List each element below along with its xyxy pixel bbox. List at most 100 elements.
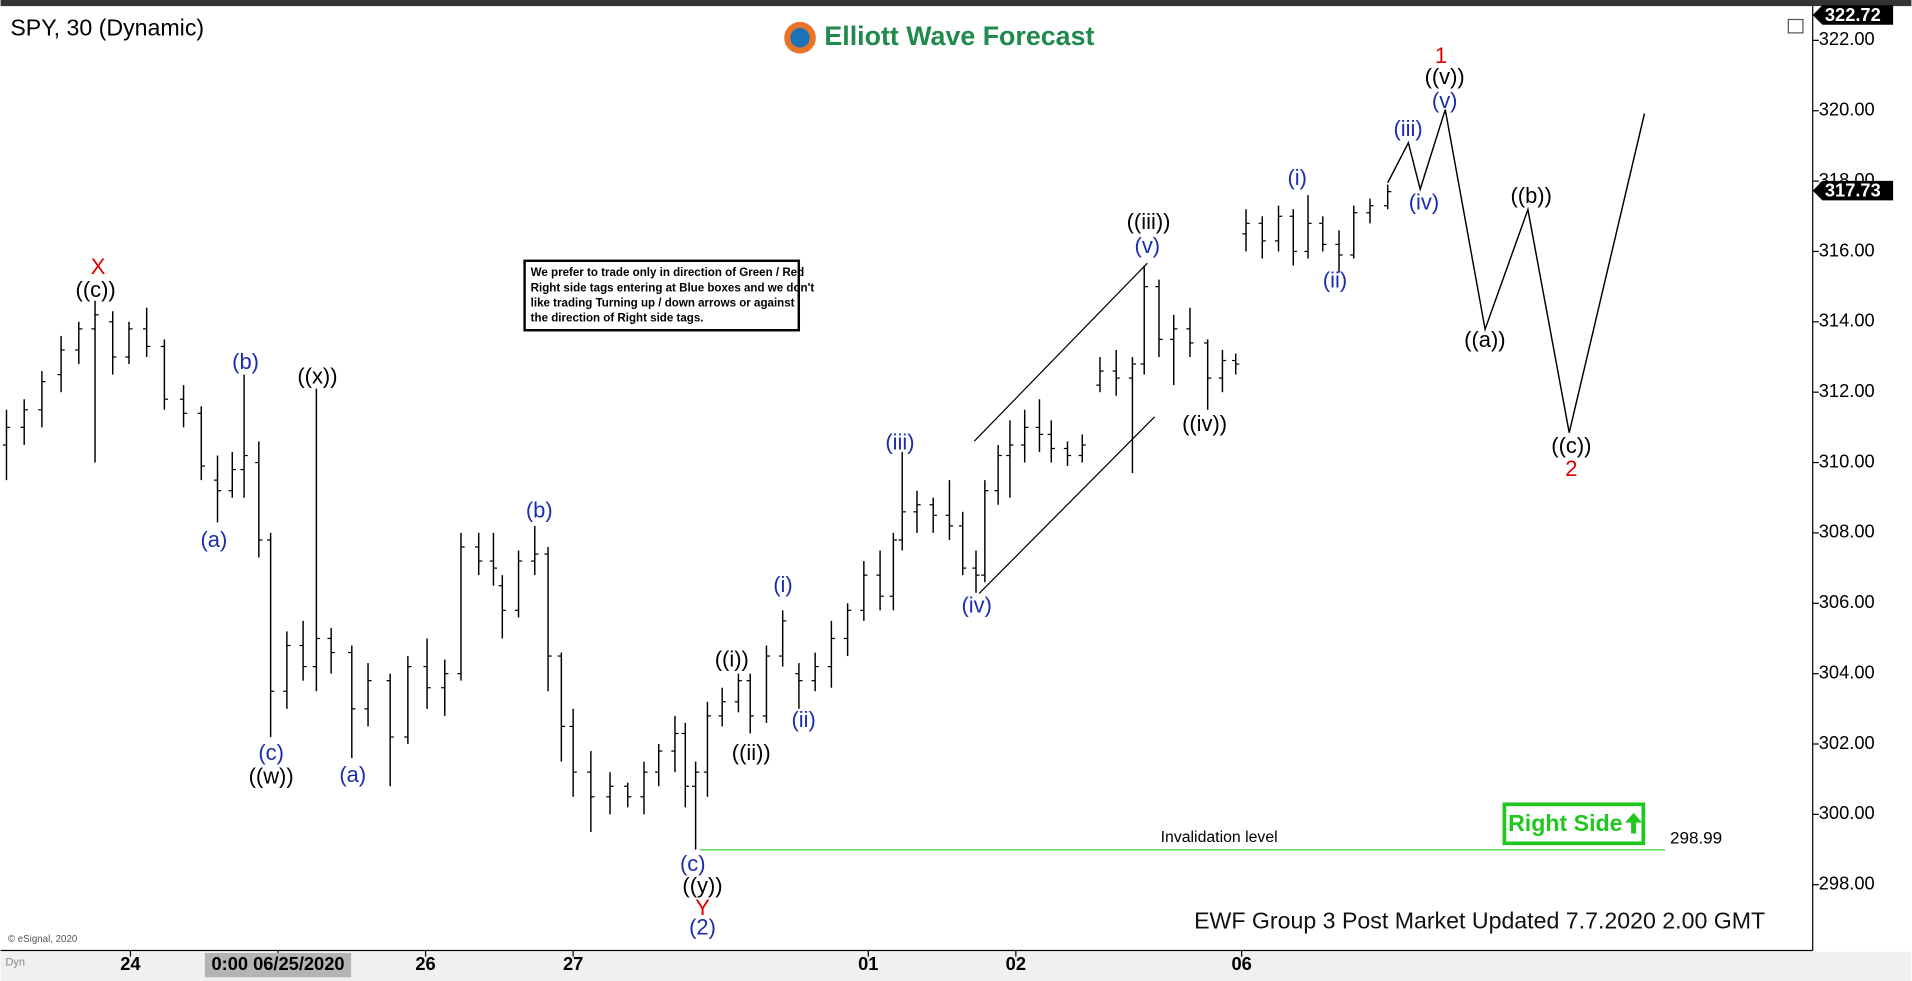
invalidation-label: Invalidation level (1161, 829, 1278, 846)
ohlc-bar (1242, 209, 1250, 252)
ohlc-bar (91, 300, 99, 463)
ohlc-bar (179, 385, 188, 428)
ohlc-bar (1304, 195, 1312, 259)
y-tick-label: 306.00 (1819, 591, 1875, 612)
wave-label: (iii) (885, 429, 914, 454)
wave-label: (a) (200, 527, 227, 552)
wave-label: (c) (258, 740, 284, 765)
ohlc-bar (655, 744, 663, 787)
wave-label: ((w)) (249, 763, 294, 788)
ohlc-bar (827, 620, 836, 688)
ohlc-bar (843, 603, 852, 657)
wave-label: (iii) (1394, 116, 1423, 141)
ohlc-bar (734, 673, 743, 713)
x-tick-label: 06 (1231, 953, 1251, 974)
ohlc-bar (404, 656, 412, 745)
top-border (0, 0, 1912, 7)
wave-label: (iv) (1409, 189, 1439, 214)
ohlc-bar (1258, 216, 1266, 259)
ohlc-bar (1232, 353, 1240, 375)
ohlc-bar (197, 406, 205, 481)
ohlc-bar (1170, 314, 1178, 386)
ohlc-bar (348, 645, 356, 759)
ohlc-bar (1112, 349, 1120, 396)
y-tick-label: 310.00 (1819, 450, 1875, 471)
wave-label: ((a)) (1464, 327, 1505, 352)
y-tick-label: 304.00 (1819, 661, 1875, 682)
ohlc-bar (386, 673, 394, 787)
ohlc-bar (299, 620, 307, 681)
ohlc-bar (889, 532, 898, 611)
ohlc-bar (143, 307, 151, 358)
ohlc-bar (266, 532, 275, 737)
ohlc-bar (1186, 307, 1194, 358)
wave-label: (v) (1432, 88, 1458, 113)
wave-label: X (91, 254, 106, 279)
wave-label: ((c)) (1551, 433, 1591, 458)
ohlc-bar (327, 627, 335, 674)
ohlc-bar (606, 772, 614, 815)
ohlc-bar (1021, 409, 1029, 463)
ohlc-bar (1335, 230, 1343, 273)
ohlc-bar (746, 673, 754, 734)
wave-label: ((x)) (297, 364, 337, 389)
ohlc-bar (364, 663, 372, 727)
x-tick-label: 01 (858, 953, 878, 974)
ohlc-bar (441, 659, 449, 716)
wave-label: ((b)) (1510, 183, 1551, 208)
wave-label: (ii) (1323, 267, 1347, 292)
ohlc-bar (423, 638, 431, 709)
wave-label: (2) (689, 914, 716, 939)
ohlc-bar (1096, 357, 1104, 393)
wave-label: 1 (1435, 43, 1447, 68)
y-tick-label: 312.00 (1819, 380, 1875, 401)
x-tick-label: 27 (563, 953, 583, 974)
ohlc-bar (228, 451, 236, 498)
x-tick-label: 0:00 06/25/2020 (211, 953, 344, 974)
right-side-arrow (1625, 812, 1643, 834)
wave-label: ((ii)) (732, 740, 771, 765)
logo-mark-inner (790, 28, 810, 48)
channel-line (978, 416, 1156, 594)
ohlc-bar (1350, 205, 1358, 259)
ohlc-bar (994, 444, 1002, 505)
corner-label: Dyn (5, 957, 24, 969)
wave-label: (c) (680, 851, 706, 876)
note-line: We prefer to trade only in direction of … (531, 267, 804, 279)
ohlc-bar (457, 532, 465, 681)
wave-label: 2 (1565, 456, 1577, 481)
brand: Elliott Wave Forecast (824, 21, 1094, 51)
wave-label: Y (695, 895, 710, 920)
ohlc-bar (811, 652, 819, 692)
ohlc-bar (1366, 198, 1374, 224)
right-side-label: Right Side (1508, 810, 1623, 836)
y-tick-label: 298.00 (1819, 873, 1875, 894)
ohlc-bar (972, 550, 980, 593)
ohlc-bar (1128, 357, 1137, 474)
ohlc-bar (557, 652, 565, 762)
ohlc-bar (981, 480, 989, 583)
wave-label: ((iv)) (1182, 411, 1227, 436)
ohlc-bar (498, 575, 506, 639)
wave-label: (iv) (961, 593, 991, 618)
y-tick-label: 322.00 (1819, 28, 1875, 49)
projection-path (1387, 109, 1646, 433)
ohlc-bar (20, 399, 28, 445)
ohlc-bar (2, 409, 11, 481)
y-tick-label: 320.00 (1819, 99, 1875, 120)
wave-label: (a) (339, 762, 366, 787)
x-tick-label: 26 (415, 953, 435, 974)
x-tick-label: 02 (1006, 953, 1026, 974)
wave-label: (ii) (791, 707, 815, 732)
ohlc-bar (38, 371, 46, 428)
ohlc-bar (1006, 420, 1014, 498)
ohlc-bar (109, 311, 117, 375)
ohlc-bar (312, 388, 321, 692)
ohlc-bar (125, 321, 133, 365)
ohlc-bar (624, 782, 632, 808)
ohlc-bar (1063, 441, 1072, 467)
window-button[interactable] (1787, 18, 1804, 34)
last-price: 317.73 (1825, 180, 1881, 201)
footer: EWF Group 3 Post Market Updated 7.7.2020… (1194, 908, 1765, 934)
ohlc-bar (160, 339, 169, 410)
